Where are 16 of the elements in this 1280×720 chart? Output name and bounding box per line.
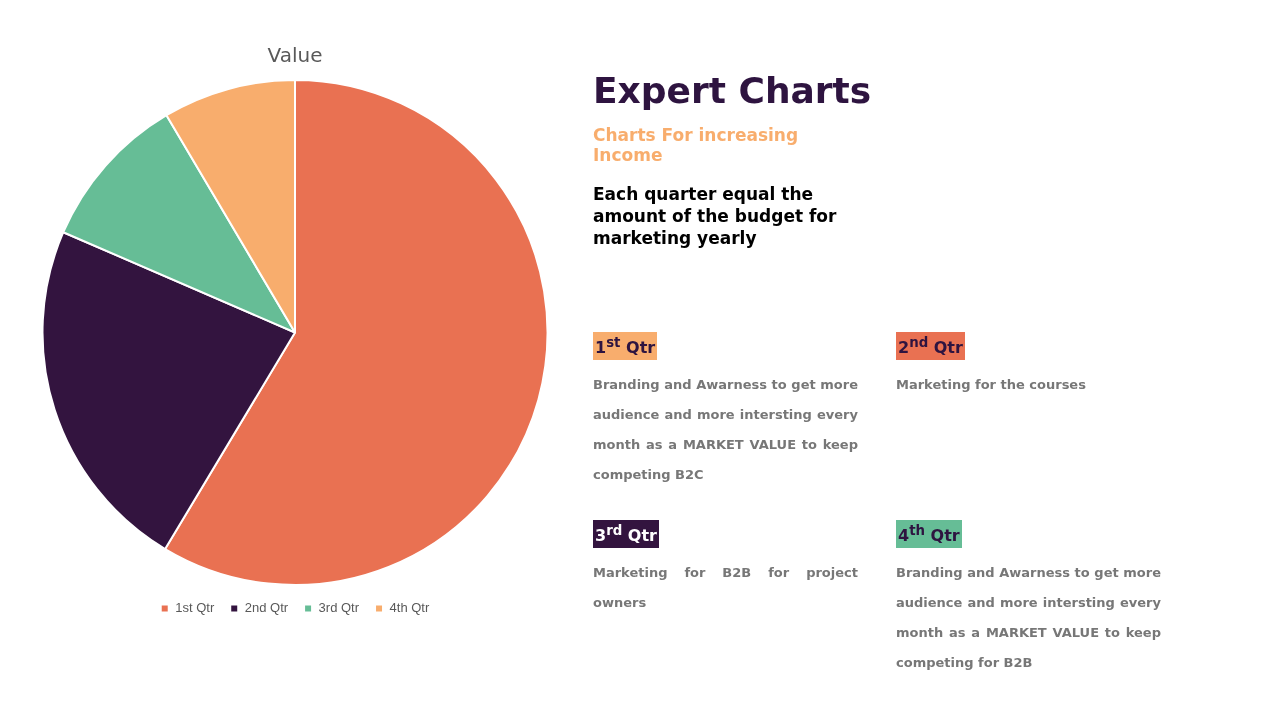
text: Expert Charts — [593, 70, 873, 111]
chart-title: Value — [267, 43, 323, 68]
text: Marketing for B2B for project owners — [593, 564, 858, 613]
text: Branding and Awarness to get more audience and more intersting every month as a MARKET VALUE to keep competing B2C — [593, 376, 858, 485]
text: Each quarter equal the amount of the budget for marketing yearly — [593, 183, 838, 249]
text: 3$^{rd}$ Qtr — [593, 520, 659, 549]
text: Charts For increasing Income — [593, 125, 800, 165]
legend-label: 1st Qtr — [175, 600, 215, 616]
legend-label: 2nd Qtr — [244, 600, 289, 616]
legend-label: 3rd Qtr — [318, 600, 360, 616]
text: 1$^{st}$ Qtr — [593, 332, 658, 361]
legend-label: 4th Qtr — [389, 600, 430, 616]
text: Marketing for the courses — [896, 376, 1087, 395]
text: 4$^{th}$ Qtr — [896, 520, 962, 549]
text: Branding and Awarness to get more audience and more intersting every month as a MARKET VALUE to keep competing for B2B — [896, 564, 1161, 673]
text: 2$^{nd}$ Qtr — [896, 332, 965, 361]
